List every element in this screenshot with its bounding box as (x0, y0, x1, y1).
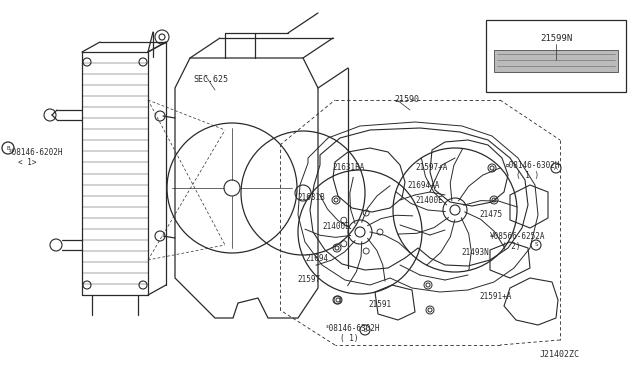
Text: 21400E: 21400E (322, 222, 349, 231)
Text: 21694: 21694 (305, 254, 328, 263)
Text: B: B (363, 327, 367, 333)
Text: SEC.625: SEC.625 (193, 75, 228, 84)
Text: 21631BA: 21631BA (332, 163, 364, 172)
Text: < 1>: < 1> (18, 158, 36, 167)
Text: J21402ZC: J21402ZC (540, 350, 580, 359)
Text: S: S (534, 243, 538, 247)
Text: ( 2): ( 2) (502, 242, 520, 251)
Text: B: B (6, 145, 10, 151)
Text: 21631B: 21631B (297, 193, 324, 202)
Bar (486, 20, 626, 92)
Text: 21694+A: 21694+A (407, 181, 440, 190)
Text: 21597: 21597 (297, 275, 320, 284)
Bar (494, 50, 618, 72)
Text: 21493N: 21493N (461, 248, 489, 257)
Text: ³08146-6302H: ³08146-6302H (325, 324, 381, 333)
Text: 21591: 21591 (368, 300, 391, 309)
Text: ( 1): ( 1) (340, 334, 358, 343)
Text: ¥08566-6252A: ¥08566-6252A (490, 232, 545, 241)
Text: ( 1 ): ( 1 ) (516, 171, 539, 180)
Text: 21599N: 21599N (540, 34, 572, 43)
Text: ³08146-6202H: ³08146-6202H (8, 148, 63, 157)
Text: 21590: 21590 (394, 95, 419, 104)
Text: 21597+A: 21597+A (415, 163, 447, 172)
Text: 21400E: 21400E (415, 196, 443, 205)
Text: ¤08146-6302H: ¤08146-6302H (504, 161, 559, 170)
Text: A: A (554, 166, 558, 170)
Text: 21591+A: 21591+A (479, 292, 511, 301)
Text: 21475: 21475 (479, 210, 502, 219)
